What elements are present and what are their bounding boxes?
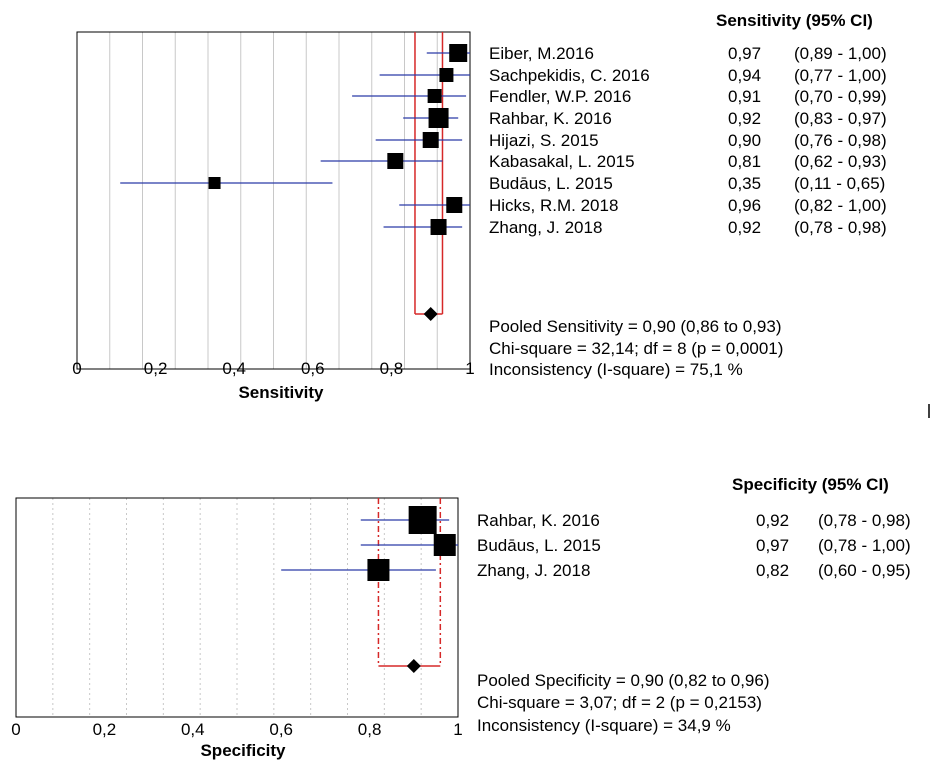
specificity-forest-plot: 0 0,2 0,4 0,6 0,8 1 Specificity Specificity (… bbox=[11, 475, 910, 760]
specificity-study-marker bbox=[433, 534, 456, 556]
sensitivity-study-marker bbox=[428, 108, 449, 128]
sensitivity-tick-label: 0,2 bbox=[144, 359, 168, 378]
specificity-study-ci: (0,78 - 1,00) bbox=[818, 536, 911, 555]
specificity-tick-label: 0 bbox=[11, 720, 20, 739]
sensitivity-study-marks bbox=[120, 44, 470, 235]
sensitivity-study-name: Sachpekidis, C. 2016 bbox=[489, 66, 650, 85]
sensitivity-study-ci: (0,83 - 0,97) bbox=[794, 109, 887, 128]
sensitivity-tick-label: 1 bbox=[465, 359, 474, 378]
sensitivity-study-name: Fendler, W.P. 2016 bbox=[489, 87, 631, 106]
sensitivity-study-marker bbox=[449, 44, 468, 62]
specificity-study-table: Rahbar, K. 2016 0,92 (0,78 - 0,98) Budāus, … bbox=[477, 511, 911, 580]
sensitivity-study-marker bbox=[446, 197, 463, 213]
sensitivity-study-ci: (0,82 - 1,00) bbox=[794, 196, 887, 215]
sensitivity-study-marker bbox=[439, 68, 454, 82]
specificity-x-ticks: 0 0,2 0,4 0,6 0,8 1 bbox=[11, 720, 462, 739]
sensitivity-x-ticks: 0 0,2 0,4 0,6 0,8 1 bbox=[72, 359, 474, 378]
sensitivity-tick-label: 0 bbox=[72, 359, 81, 378]
specificity-column-header: Specificity (95% CI) bbox=[732, 475, 889, 494]
sensitivity-study-ci: (0,62 - 0,93) bbox=[794, 152, 887, 171]
sensitivity-study-value: 0,91 bbox=[728, 87, 761, 106]
sensitivity-study-value: 0,92 bbox=[728, 218, 761, 237]
sensitivity-study-marker bbox=[427, 89, 442, 103]
sensitivity-study-ci: (0,11 - 0,65) bbox=[794, 174, 885, 193]
sensitivity-forest-plot: 0 0,2 0,4 0,6 0,8 1 Sensitivity Sensitivity (… bbox=[72, 11, 886, 402]
specificity-pooled-note: Pooled Specificity = 0,90 (0,82 to 0,96) bbox=[477, 671, 770, 690]
specificity-study-name: Zhang, J. 2018 bbox=[477, 561, 590, 580]
sensitivity-tick-label: 0,6 bbox=[301, 359, 325, 378]
sensitivity-study-marker bbox=[422, 132, 439, 148]
specificity-study-marker bbox=[408, 506, 437, 534]
sensitivity-study-value: 0,90 bbox=[728, 131, 761, 150]
sensitivity-plot-frame bbox=[76, 31, 471, 370]
sensitivity-pooled-note: Pooled Sensitivity = 0,90 (0,86 to 0,93) bbox=[489, 317, 782, 336]
sensitivity-x-axis-label: Sensitivity bbox=[238, 383, 324, 402]
specificity-study-name: Rahbar, K. 2016 bbox=[477, 511, 600, 530]
specificity-study-value: 0,92 bbox=[756, 511, 789, 530]
specificity-gridlines bbox=[52, 498, 422, 717]
specificity-study-ci: (0,78 - 0,98) bbox=[818, 511, 911, 530]
sensitivity-study-name: Zhang, J. 2018 bbox=[489, 218, 602, 237]
sensitivity-study-name: Hicks, R.M. 2018 bbox=[489, 196, 618, 215]
sensitivity-study-value: 0,81 bbox=[728, 152, 761, 171]
specificity-tick-label: 0,8 bbox=[358, 720, 382, 739]
specificity-tick-label: 1 bbox=[453, 720, 462, 739]
sensitivity-study-marker bbox=[430, 219, 447, 235]
sensitivity-study-ci: (0,89 - 1,00) bbox=[794, 44, 887, 63]
sensitivity-study-name: Eiber, M.2016 bbox=[489, 44, 594, 63]
specificity-pooled-band bbox=[377, 498, 442, 673]
sensitivity-tick-label: 0,4 bbox=[222, 359, 246, 378]
specificity-study-value: 0,82 bbox=[756, 561, 789, 580]
specificity-study-ci: (0,60 - 0,95) bbox=[818, 561, 911, 580]
specificity-study-value: 0,97 bbox=[756, 536, 789, 555]
sensitivity-tick-label: 0,8 bbox=[380, 359, 404, 378]
sensitivity-pooled-diamond bbox=[423, 307, 438, 321]
sensitivity-study-value: 0,96 bbox=[728, 196, 761, 215]
sensitivity-study-value: 0,94 bbox=[728, 66, 761, 85]
specificity-study-marks bbox=[281, 506, 458, 581]
specificity-pooled-diamond bbox=[406, 659, 421, 673]
specificity-chi-square-note: Chi-square = 3,07; df = 2 (p = 0,2153) bbox=[477, 693, 762, 712]
sensitivity-study-name: Kabasakal, L. 2015 bbox=[489, 152, 635, 171]
specificity-study-name: Budāus, L. 2015 bbox=[477, 536, 601, 555]
sensitivity-study-ci: (0,76 - 0,98) bbox=[794, 131, 887, 150]
specificity-tick-label: 0,2 bbox=[93, 720, 117, 739]
sensitivity-study-ci: (0,77 - 1,00) bbox=[794, 66, 887, 85]
sensitivity-study-marker bbox=[387, 153, 404, 169]
specificity-tick-label: 0,4 bbox=[181, 720, 205, 739]
sensitivity-inconsistency-note: Inconsistency (I-square) = 75,1 % bbox=[489, 360, 743, 379]
sensitivity-study-value: 0,97 bbox=[728, 44, 761, 63]
sensitivity-study-value: 0,35 bbox=[728, 174, 761, 193]
sensitivity-study-value: 0,92 bbox=[728, 109, 761, 128]
sensitivity-study-table: Eiber, M.2016 0,97 (0,89 - 1,00) Sachpekidi… bbox=[489, 44, 887, 237]
sensitivity-chi-square-note: Chi-square = 32,14; df = 8 (p = 0,0001) bbox=[489, 339, 783, 358]
sensitivity-study-name: Budāus, L. 2015 bbox=[489, 174, 613, 193]
sensitivity-study-ci: (0,70 - 0,99) bbox=[794, 87, 887, 106]
sensitivity-study-ci: (0,78 - 0,98) bbox=[794, 218, 887, 237]
sensitivity-study-name: Hijazi, S. 2015 bbox=[489, 131, 599, 150]
specificity-x-axis-label: Specificity bbox=[200, 741, 286, 760]
sensitivity-study-name: Rahbar, K. 2016 bbox=[489, 109, 612, 128]
specificity-plot-frame bbox=[15, 497, 459, 718]
sensitivity-gridlines bbox=[109, 32, 438, 369]
sensitivity-study-marker bbox=[208, 177, 221, 189]
specificity-tick-label: 0,6 bbox=[269, 720, 293, 739]
sensitivity-column-header: Sensitivity (95% CI) bbox=[716, 11, 873, 30]
specificity-study-marker bbox=[367, 559, 390, 581]
specificity-inconsistency-note: Inconsistency (I-square) = 34,9 % bbox=[477, 716, 731, 735]
